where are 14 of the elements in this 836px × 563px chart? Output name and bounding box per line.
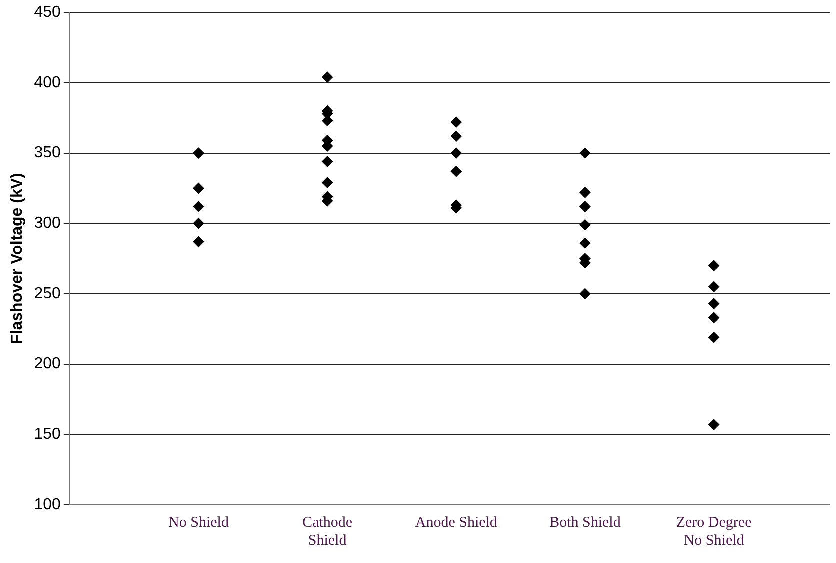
y-tick-label: 150 xyxy=(34,426,61,444)
y-axis-title: Flashover Voltage (kV) xyxy=(9,173,26,344)
y-tick-label: 200 xyxy=(34,356,61,373)
y-tick-label: 100 xyxy=(34,496,61,514)
y-tick-label: 400 xyxy=(34,74,61,92)
y-tick-label: 300 xyxy=(34,215,61,232)
y-tick-label: 350 xyxy=(34,144,61,162)
y-tick-label: 450 xyxy=(34,4,61,22)
x-tick-label: Zero Degree No Shield xyxy=(676,514,752,549)
x-tick-label: No Shield xyxy=(168,514,230,531)
y-tick-label: 250 xyxy=(34,285,61,302)
x-tick-label: Cathode Shield xyxy=(302,514,353,549)
x-tick-label: Both Shield xyxy=(550,514,622,531)
x-tick-label: Anode Shield xyxy=(415,514,498,531)
